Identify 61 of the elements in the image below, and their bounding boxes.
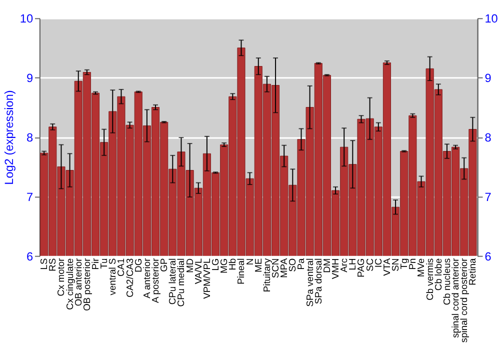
y-tick-label: 10 xyxy=(20,12,34,26)
x-tick-label: Arc xyxy=(339,258,350,272)
y2-tick-label: 10 xyxy=(484,12,498,26)
x-tick-label: DM xyxy=(322,258,332,273)
x-tick-label: SN xyxy=(390,258,400,272)
x-tick-label: Cx cingulate xyxy=(64,258,75,310)
x-tick-label: MG xyxy=(219,258,230,274)
x-tick-label: A posterior xyxy=(150,258,160,304)
x-tick-label: CA2/CA3 xyxy=(124,258,135,298)
x-tick-label: VPM/VPL xyxy=(202,258,212,299)
x-tick-label: SPa dorsal xyxy=(313,258,324,304)
x-tick-label: spinal cord posterior xyxy=(459,258,470,343)
y2-tick-label: 8 xyxy=(484,130,492,144)
x-tick-label: SPa ventral xyxy=(304,258,315,307)
x-tick-label: Pituitary xyxy=(262,258,272,292)
x-tick-label: LH xyxy=(348,258,358,270)
x-tick-label: Cx motor xyxy=(56,258,66,296)
x-tick-label: Cb lobe xyxy=(433,258,444,291)
x-tick-label: spinal cord anterior xyxy=(450,258,461,338)
x-tick-label: Pir xyxy=(90,258,100,270)
x-tick-label: VA/VL xyxy=(193,258,204,284)
y-tick-label: 8 xyxy=(26,130,34,144)
x-tick-label: Pineal xyxy=(236,258,246,284)
x-tick-label: A anterior xyxy=(142,258,152,298)
x-tick-label: Tu xyxy=(99,258,110,269)
x-tick-label: RS xyxy=(48,258,58,272)
x-tick-label: CPu lateral xyxy=(168,258,178,305)
x-tick-label: PAG xyxy=(356,258,366,278)
x-tick-label: LG xyxy=(210,258,220,271)
y2-tick-label: 9 xyxy=(484,71,492,86)
x-tick-label: SO xyxy=(288,258,298,272)
x-tick-label: MD xyxy=(184,258,195,273)
x-tick-label: MPA xyxy=(279,258,290,278)
x-tick-label: Retina xyxy=(468,258,478,286)
x-tick-label: ME xyxy=(253,258,264,272)
x-tick-label: OB anterior xyxy=(73,258,84,306)
x-tick-label: ventral S xyxy=(108,258,118,296)
x-tick-label: Pa xyxy=(296,258,306,270)
x-tick-label: Pn xyxy=(408,258,418,270)
y-axis-title: Log2 (expression) xyxy=(2,90,16,185)
x-tick-label: MVe xyxy=(416,258,426,278)
x-tick-label: N xyxy=(244,258,255,266)
x-tick-label: Cb nucleus xyxy=(442,258,452,306)
x-tick-label: Tg xyxy=(399,258,410,270)
x-tick-label: VMH xyxy=(330,258,340,280)
y-tick-label: 9 xyxy=(26,71,34,86)
x-tick-label: Cb vermis xyxy=(424,258,435,300)
x-tick-label: LS xyxy=(39,258,50,270)
y2-tick-label: 7 xyxy=(484,190,492,204)
y-tick-label: 6 xyxy=(26,249,34,264)
x-tick-label: CA1 xyxy=(116,258,126,277)
x-tick-label: Hb xyxy=(228,258,238,270)
x-tick-label: SC xyxy=(364,258,375,272)
x-tick-label: DG xyxy=(133,258,144,272)
y-tick-label: 7 xyxy=(26,190,34,204)
x-tick-label: IC xyxy=(373,258,384,268)
x-tick-label: CPu medial xyxy=(176,258,186,307)
x-tick-label: OB posterior xyxy=(82,258,92,311)
x-tick-label: GP xyxy=(159,258,170,272)
x-tick-label: VTA xyxy=(382,258,392,276)
y2-tick-label: 6 xyxy=(484,249,492,264)
